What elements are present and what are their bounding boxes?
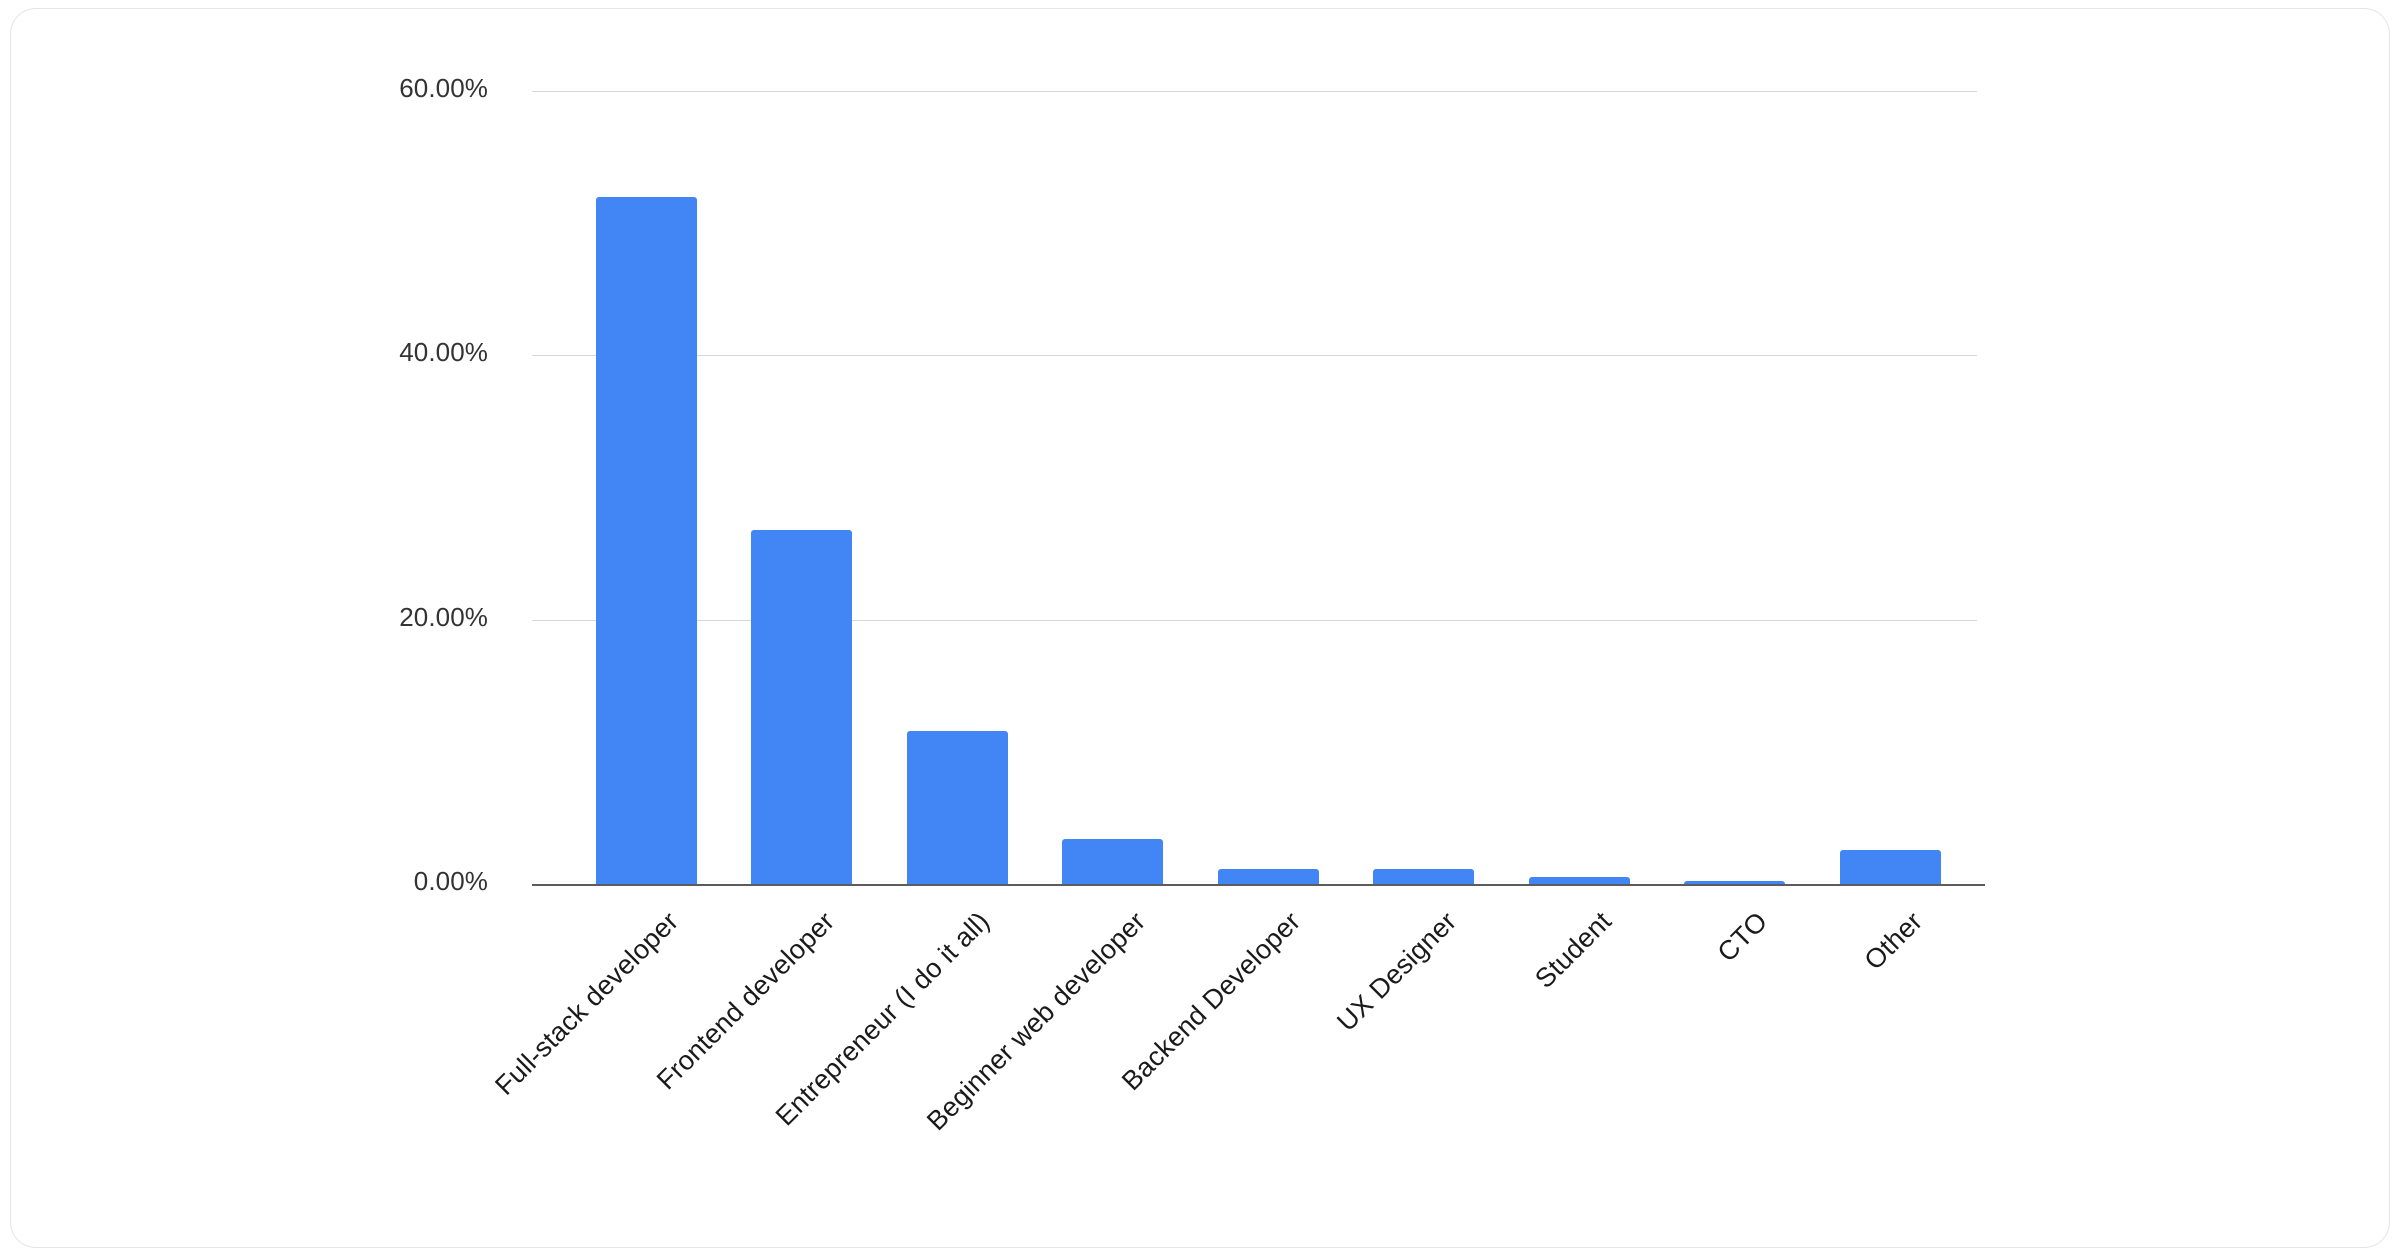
bar[interactable] (751, 529, 852, 884)
bar[interactable] (1528, 877, 1630, 884)
bar[interactable] (1839, 849, 1941, 884)
bar[interactable] (595, 196, 697, 884)
bar[interactable] (1684, 881, 1785, 884)
bar[interactable] (906, 730, 1008, 884)
y-axis-tick-label: 40.00% (399, 337, 488, 368)
gridline (532, 91, 1977, 92)
bar-chart: 0.00% 20.00% 40.00% 60.00% Full-stack develo… (11, 9, 2391, 1249)
y-axis-tick-label: 60.00% (399, 73, 488, 103)
x-axis-tick-label: Student (1529, 906, 1618, 995)
bar[interactable] (1373, 869, 1474, 884)
y-axis-tick-label: 0.00% (413, 866, 488, 896)
x-axis-tick-label: Other (1858, 906, 1929, 976)
x-axis-tick-label: CTO (1711, 906, 1773, 968)
chart-card: 0.00% 20.00% 40.00% 60.00% Full-stack develo… (10, 8, 2390, 1248)
bar[interactable] (1217, 869, 1319, 884)
gridline (532, 620, 1977, 621)
bar[interactable] (1062, 839, 1163, 884)
y-axis-tick-label: 20.00% (399, 601, 488, 632)
gridline (532, 355, 1977, 356)
x-axis-line (532, 884, 1985, 886)
x-axis-tick-label: UX Designer (1330, 906, 1462, 1038)
